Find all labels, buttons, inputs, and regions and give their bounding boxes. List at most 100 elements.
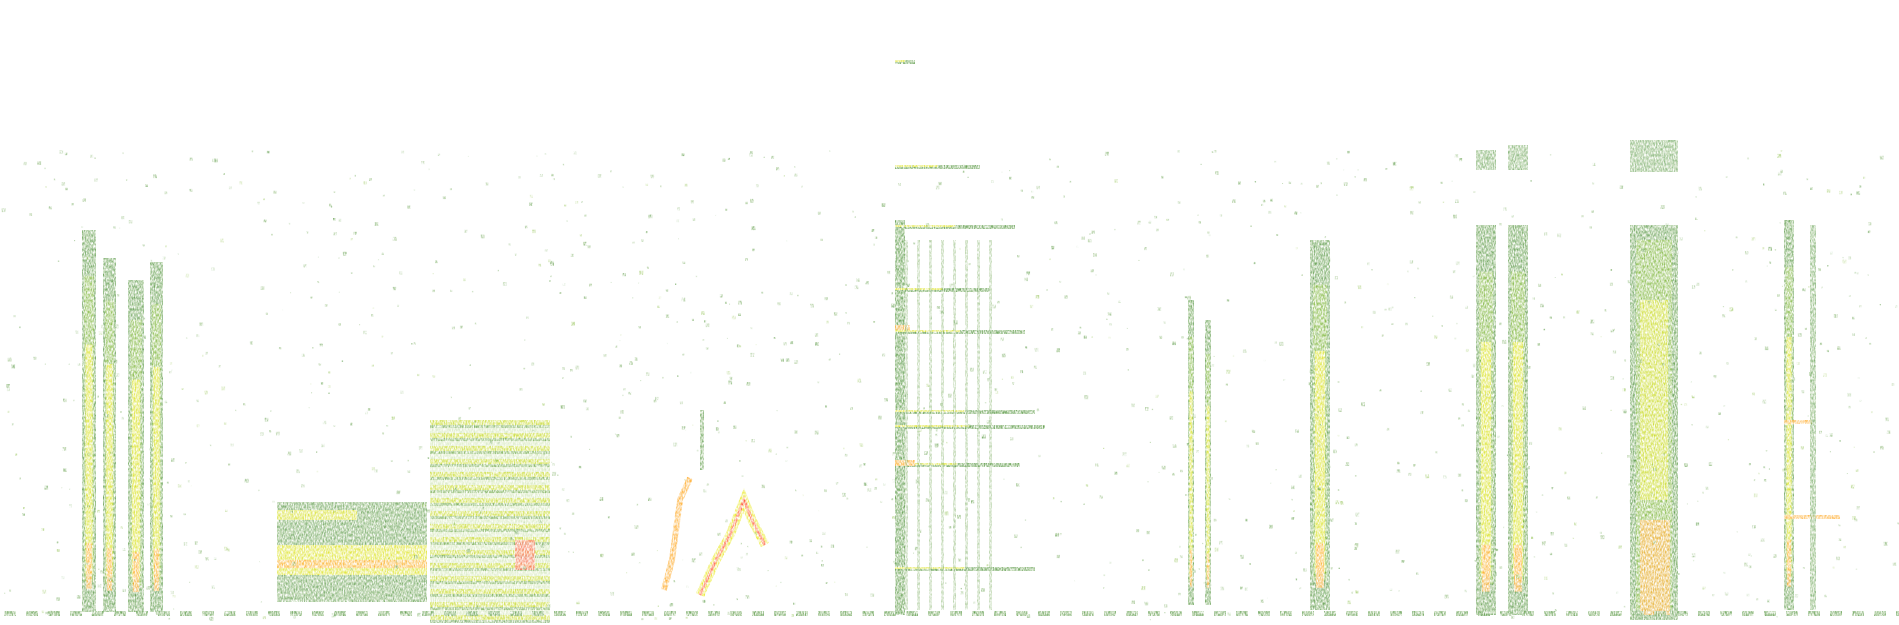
spectrogram-mark-516 xyxy=(1764,479,1766,481)
spectrogram-mark-80 xyxy=(917,240,920,610)
spectrogram-mark-371 xyxy=(1856,569,1857,570)
spectrogram-mark-643 xyxy=(683,261,686,264)
spectrogram-mark-182 xyxy=(1346,611,1358,616)
spectrogram-mark-1376 xyxy=(1104,575,1106,577)
spectrogram-mark-1351 xyxy=(42,611,45,614)
spectrogram-mark-1583 xyxy=(1756,598,1758,600)
spectrogram-mark-1411 xyxy=(1183,269,1185,271)
spectrogram-mark-1533 xyxy=(1519,467,1522,470)
spectrogram-mark-471 xyxy=(1255,181,1257,183)
spectrogram-mark-127 xyxy=(136,611,148,616)
spectrogram-mark-1135 xyxy=(334,191,336,193)
spectrogram-mark-273 xyxy=(1763,184,1765,186)
spectrogram-mark-578 xyxy=(1348,579,1350,581)
spectrogram-mark-410 xyxy=(926,384,929,387)
spectrogram-mark-366 xyxy=(575,366,579,370)
spectrogram-mark-893 xyxy=(78,363,81,366)
spectrogram-mark-641 xyxy=(1634,545,1635,546)
spectrogram-mark-759 xyxy=(1868,222,1871,225)
spectrogram-mark-6 xyxy=(106,364,113,576)
spectrogram-mark-352 xyxy=(1291,486,1295,490)
spectrogram-mark-816 xyxy=(1839,538,1842,541)
spectrogram-mark-738 xyxy=(539,520,542,523)
spectrogram-mark-316 xyxy=(182,388,184,390)
spectrogram-mark-799 xyxy=(334,425,336,427)
spectrogram-mark-687 xyxy=(1021,190,1023,192)
spectrogram-mark-1019 xyxy=(1762,247,1765,250)
spectrogram-mark-1377 xyxy=(1458,418,1460,420)
spectrogram-mark-1042 xyxy=(825,405,827,407)
spectrogram-mark-1493 xyxy=(1142,559,1144,561)
spectrogram-mark-1570 xyxy=(94,157,96,159)
spectrogram-mark-1132 xyxy=(321,382,324,385)
spectrogram-mark-264 xyxy=(1004,478,1005,479)
spectrogram-mark-1199 xyxy=(685,184,688,187)
spectrogram-mark-1329 xyxy=(1436,451,1438,453)
spectrogram-mark-1552 xyxy=(267,151,270,154)
spectrogram-mark-824 xyxy=(1645,289,1647,291)
spectrogram-mark-395 xyxy=(1420,391,1421,392)
spectrogram-mark-18 xyxy=(277,560,427,568)
spectrogram-mark-568 xyxy=(547,604,550,607)
spectrogram-mark-1428 xyxy=(740,543,742,545)
spectrogram-mark-644 xyxy=(629,392,632,395)
spectrogram-mark-1315 xyxy=(134,559,136,561)
spectrogram-mark-397 xyxy=(1180,555,1183,558)
spectrogram-mark-453 xyxy=(1808,286,1809,287)
spectrogram-mark-765 xyxy=(261,601,262,602)
spectrogram-mark-275 xyxy=(1474,560,1476,562)
spectrogram-mark-912 xyxy=(727,371,730,374)
spectrogram-mark-1544 xyxy=(2,208,6,212)
spectrogram-mark-924 xyxy=(1367,262,1370,265)
spectrogram-mark-236 xyxy=(1692,395,1695,398)
spectrogram-mark-407 xyxy=(723,401,726,404)
spectrogram-mark-1126 xyxy=(1610,376,1614,380)
spectrogram-mark-1151 xyxy=(363,331,366,334)
spectrogram-mark-1175 xyxy=(834,582,835,583)
spectrogram-mark-1208 xyxy=(1001,218,1003,220)
spectrogram-mark-270 xyxy=(1777,616,1778,617)
spectrogram-mark-1550 xyxy=(1293,510,1295,512)
spectrogram-mark-376 xyxy=(1661,321,1662,322)
spectrogram-mark-1498 xyxy=(1317,512,1320,515)
spectrogram-mark-1067 xyxy=(677,375,679,377)
spectrogram-mark-1285 xyxy=(752,249,755,252)
spectrogram-mark-338 xyxy=(692,425,693,426)
spectrogram-mark-536 xyxy=(655,617,658,620)
spectrogram-mark-340 xyxy=(438,154,440,156)
spectrogram-mark-423 xyxy=(1747,594,1750,597)
spectrogram-mark-966 xyxy=(296,469,300,473)
spectrogram-mark-521 xyxy=(589,284,592,287)
spectrogram-mark-240 xyxy=(1152,409,1153,410)
spectrogram-mark-1356 xyxy=(1482,339,1484,341)
spectrogram-mark-766 xyxy=(350,567,353,570)
spectrogram-mark-857 xyxy=(328,371,330,373)
spectrogram-mark-489 xyxy=(1002,379,1003,380)
spectrogram-mark-1604 xyxy=(552,472,556,476)
spectrogram-mark-1124 xyxy=(675,284,676,285)
spectrogram-mark-558 xyxy=(1839,524,1841,526)
spectrogram-mark-1092 xyxy=(1461,489,1463,491)
spectrogram-mark-1435 xyxy=(119,228,120,229)
spectrogram-mark-953 xyxy=(775,585,776,586)
spectrogram-mark-882 xyxy=(1786,247,1789,250)
spectrogram-mark-475 xyxy=(170,362,172,364)
spectrogram-mark-1573 xyxy=(197,424,200,427)
spectrogram-mark-892 xyxy=(1552,592,1554,594)
spectrogram-mark-997 xyxy=(170,515,172,517)
spectrogram-mark-1566 xyxy=(24,162,27,165)
spectrogram-mark-1139 xyxy=(1348,601,1352,605)
spectrogram-mark-259 xyxy=(1518,334,1521,337)
spectrogram-mark-484 xyxy=(1613,350,1616,353)
spectrogram-mark-1010 xyxy=(1722,314,1725,317)
spectrogram-mark-1240 xyxy=(532,230,535,233)
spectrogram-mark-1145 xyxy=(1499,223,1502,226)
spectrogram-mark-610 xyxy=(1264,360,1265,361)
spectrogram-mark-681 xyxy=(926,498,929,501)
spectrogram-mark-1086 xyxy=(994,388,997,391)
spectrogram-mark-120 xyxy=(1810,225,1816,610)
spectrogram-mark-1410 xyxy=(727,612,730,615)
spectrogram-mark-1223 xyxy=(1692,424,1693,425)
spectrogram-mark-704 xyxy=(1511,215,1513,217)
spectrogram-mark-1217 xyxy=(153,174,157,178)
